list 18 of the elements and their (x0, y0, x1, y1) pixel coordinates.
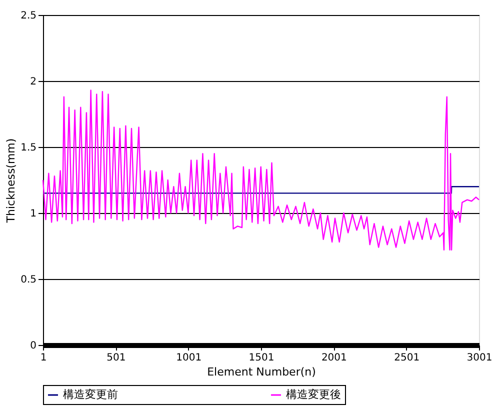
x-tick-label: 2001 (321, 352, 347, 364)
y-tick-label: 1 (30, 208, 36, 220)
y-tick-label: 0.5 (20, 274, 36, 286)
y-tick-label: 2.5 (20, 10, 36, 22)
x-tick-label: 1 (40, 352, 47, 364)
y-tick-label: 1.5 (20, 142, 36, 154)
y-axis-title: Thickness(mm) (4, 138, 18, 224)
x-tick-label: 1501 (248, 352, 274, 364)
legend-label: 構造変更前 (63, 388, 118, 401)
y-tick-label: 2 (30, 76, 36, 88)
legend-label: 構造変更後 (286, 388, 341, 401)
x-tick-label: 2501 (394, 352, 420, 364)
x-tick-label: 501 (106, 352, 126, 364)
y-tick-label: 0 (30, 340, 36, 352)
line-series (42, 90, 480, 251)
x-axis-title: Element Number(n) (207, 366, 316, 378)
x-tick-label: 1001 (176, 352, 202, 364)
x-tick-label: 3001 (466, 352, 492, 364)
